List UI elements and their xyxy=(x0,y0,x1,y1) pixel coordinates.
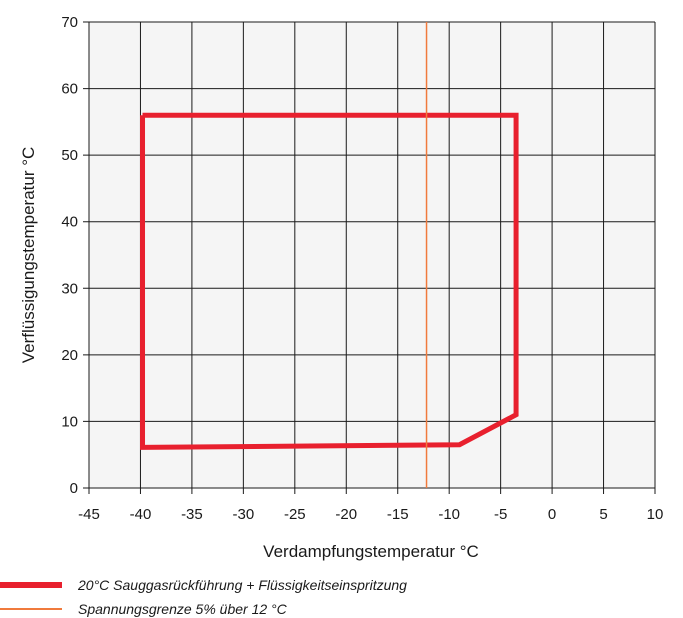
y-axis-ticks: 0 10 20 30 40 50 60 70 xyxy=(61,14,78,497)
plot-area xyxy=(89,22,655,488)
y-tick-label: 0 xyxy=(70,480,78,497)
legend-label-series-1: 20°C Sauggasrückführung + Flüssigkeitsei… xyxy=(77,577,407,593)
x-tick-label: -45 xyxy=(78,506,100,523)
legend: 20°C Sauggasrückführung + Flüssigkeitsei… xyxy=(0,577,407,617)
series-1-line xyxy=(140,112,519,450)
y-tick-label: 30 xyxy=(61,280,78,297)
legend-label-series-2: Spannungsgrenze 5% über 12 °C xyxy=(78,601,288,617)
x-tick-label: -5 xyxy=(494,506,507,523)
x-tick-label: -20 xyxy=(335,506,357,523)
y-tick-label: 10 xyxy=(61,413,78,430)
x-tick-label: -35 xyxy=(181,506,203,523)
x-tick-label: -10 xyxy=(438,506,460,523)
y-tick-label: 20 xyxy=(61,347,78,364)
x-tick-label: 5 xyxy=(599,506,607,523)
x-tick-label: 10 xyxy=(647,506,664,523)
x-tick-label: -15 xyxy=(387,506,409,523)
y-axis-title: Verflüssigungstemperatur °C xyxy=(19,147,38,364)
y-tick-label: 70 xyxy=(61,14,78,31)
x-tick-label: -25 xyxy=(284,506,306,523)
x-tick-label: -40 xyxy=(130,506,152,523)
series-layer xyxy=(140,22,519,488)
x-tick-label: -30 xyxy=(233,506,255,523)
x-axis-title: Verdampfungstemperatur °C xyxy=(263,542,479,561)
x-tick-label: 0 xyxy=(548,506,556,523)
y-tick-label: 60 xyxy=(61,81,78,98)
grid xyxy=(83,21,656,494)
y-tick-label: 40 xyxy=(61,214,78,231)
y-tick-label: 50 xyxy=(61,147,78,164)
x-axis-ticks: -45 -40 -35 -30 -25 -20 -15 -10 -5 0 5 10 xyxy=(78,506,663,523)
